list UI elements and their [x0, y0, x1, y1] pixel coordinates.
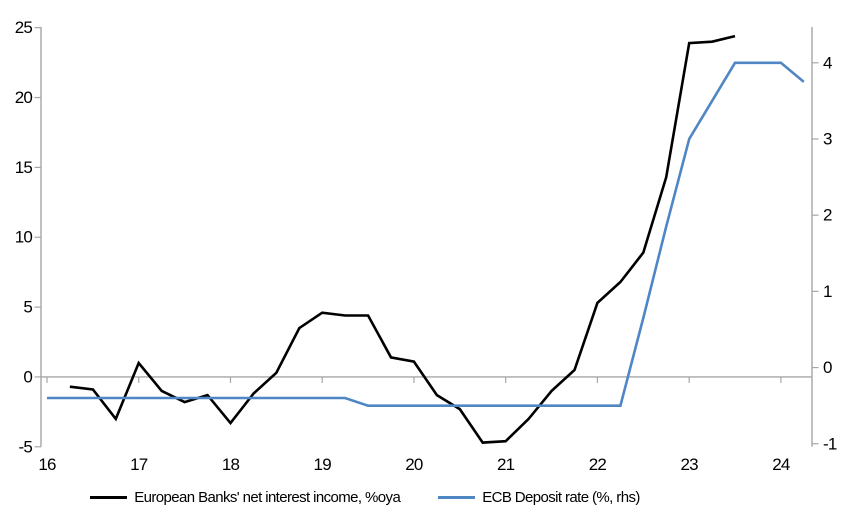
x-axis-tick-label: 22 [589, 455, 607, 474]
net-interest-income-line [69, 34, 736, 444]
ecb-deposit-rate-line [47, 61, 805, 408]
right-axis-tick-label: 3 [823, 129, 832, 148]
left-axis-tick-label: -5 [18, 437, 32, 456]
right-axis-tick-label: 1 [823, 282, 832, 301]
x-axis-tick-label: 23 [680, 455, 698, 474]
left-axis-tick-label: 10 [15, 228, 33, 247]
right-axis-tick-label: 4 [823, 53, 832, 72]
x-axis-tick-label: 21 [497, 455, 515, 474]
x-axis-tick-label: 24 [772, 455, 790, 474]
x-axis-tick-label: 16 [38, 455, 56, 474]
left-axis-tick-label: 25 [15, 18, 33, 37]
right-axis-tick-label: 0 [823, 358, 832, 377]
x-axis-tick-label: 18 [222, 455, 240, 474]
left-axis-tick-label: 15 [15, 158, 33, 177]
legend-item-net-interest-income: European Banks' net interest income, %oy… [90, 489, 401, 506]
left-axis-tick-label: 20 [15, 88, 33, 107]
x-axis-tick-label: 20 [405, 455, 423, 474]
left-axis-tick-label: 0 [23, 367, 32, 386]
left-axis-tick-label: 5 [23, 298, 32, 317]
right-axis-tick-label: -1 [823, 434, 837, 453]
x-axis-tick-label: 17 [130, 455, 148, 474]
x-axis-tick-label: 19 [314, 455, 332, 474]
legend-label-ecb-deposit-rate: ECB Deposit rate (%, rhs) [482, 489, 640, 506]
legend-line-swatch-black [90, 496, 128, 499]
legend-item-ecb-deposit-rate: ECB Deposit rate (%, rhs) [438, 489, 640, 506]
legend-label-net-interest-income: European Banks' net interest income, %oy… [134, 489, 401, 506]
legend-line-swatch-blue [438, 496, 476, 499]
right-axis-tick-label: 2 [823, 206, 832, 225]
chart-legend: European Banks' net interest income, %oy… [0, 489, 730, 506]
